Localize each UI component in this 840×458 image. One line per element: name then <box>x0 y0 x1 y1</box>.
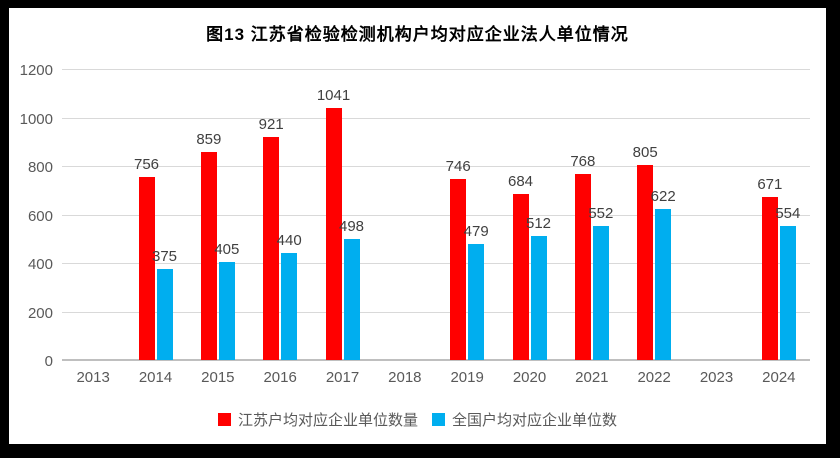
gridline <box>62 214 810 216</box>
gridline <box>62 166 810 167</box>
x-category-label: 2015 <box>201 369 235 386</box>
gridline <box>62 69 810 70</box>
y-tick-label: 1200 <box>19 62 53 79</box>
bar-national-2016 <box>281 253 298 360</box>
legend-swatch-national-icon <box>432 413 445 426</box>
gridline <box>62 311 810 313</box>
bar-jiangsu-2024 <box>761 197 778 360</box>
x-category-label: 2018 <box>388 369 422 386</box>
y-tick-label: 400 <box>27 256 53 273</box>
bar-jiangsu-2019 <box>450 179 467 360</box>
legend-item-jiangsu: 江苏户均对应企业单位数量 <box>217 409 418 430</box>
x-category-label: 2017 <box>325 369 360 386</box>
bar-national-2015 <box>218 261 235 360</box>
bar-jiangsu-2016 <box>263 136 280 360</box>
x-category-label: 2023 <box>699 369 734 386</box>
bar-jiangsu-2017 <box>325 107 342 360</box>
x-axis-line <box>62 359 810 361</box>
bar-value-label: 768 <box>570 152 596 170</box>
bar-national-2019 <box>468 243 485 360</box>
x-category-label: 2022 <box>637 369 671 386</box>
bar-jiangsu-2020 <box>512 194 529 360</box>
legend-item-national: 全国户均对应企业单位数 <box>432 409 617 430</box>
x-category-label: 2016 <box>263 369 297 386</box>
bar-national-2021 <box>592 226 609 360</box>
bar-national-2017 <box>343 239 360 360</box>
bar-value-label: 1041 <box>316 86 351 104</box>
bar-value-label: 671 <box>757 176 783 194</box>
x-category-label: 2020 <box>512 369 547 386</box>
bar-national-2020 <box>530 235 547 360</box>
bar-value-label: 622 <box>650 188 676 206</box>
gridline <box>62 117 810 119</box>
legend-label-jiangsu: 江苏户均对应企业单位数量 <box>237 412 418 429</box>
y-tick-label: 200 <box>27 304 53 322</box>
plot-area: 756 375 859 405 921 440 1041 498 746 479 684 512 768… <box>62 69 810 361</box>
bar-value-label: 479 <box>463 222 489 240</box>
x-category-label: 2013 <box>76 369 110 386</box>
bar-value-label: 512 <box>525 214 552 232</box>
bar-value-label: 859 <box>196 130 222 148</box>
y-tick-label: 0 <box>44 353 53 370</box>
bar-national-2022 <box>655 209 672 360</box>
bar-value-label: 805 <box>632 143 658 161</box>
bar-jiangsu-2014 <box>138 176 155 360</box>
bar-jiangsu-2021 <box>574 173 591 360</box>
bar-value-label: 552 <box>588 205 614 223</box>
x-category-label: 2019 <box>450 369 484 386</box>
bar-value-label: 684 <box>507 173 534 191</box>
bar-jiangsu-2022 <box>637 164 654 360</box>
bar-value-label: 756 <box>133 155 160 173</box>
bar-national-2024 <box>779 225 796 360</box>
legend: 江苏户均对应企业单位数量 全国户均对应企业单位数 <box>9 409 826 430</box>
y-tick-label: 1000 <box>19 110 53 128</box>
chart-panel: 图13 江苏省检验检测机构户均对应企业法人单位情况 756 375 859 405 92… <box>9 8 826 444</box>
bar-value-label: 440 <box>276 232 302 250</box>
bar-national-2014 <box>156 269 173 360</box>
gridline <box>62 263 810 264</box>
legend-label-national: 全国户均对应企业单位数 <box>452 412 618 429</box>
x-category-label: 2024 <box>762 369 796 386</box>
bar-jiangsu-2015 <box>200 151 217 360</box>
x-category-label: 2021 <box>575 369 609 386</box>
bar-value-label: 375 <box>151 248 178 266</box>
bar-value-label: 498 <box>338 218 365 236</box>
bar-value-label: 405 <box>214 240 240 258</box>
bar-value-label: 746 <box>445 158 471 176</box>
bar-value-label: 921 <box>258 115 284 133</box>
legend-swatch-jiangsu-icon <box>217 413 231 426</box>
bar-value-label: 554 <box>775 204 801 222</box>
chart-title: 图13 江苏省检验检测机构户均对应企业法人单位情况 <box>206 25 629 44</box>
y-tick-label: 800 <box>27 159 53 176</box>
x-category-label: 2014 <box>138 369 173 386</box>
y-tick-label: 600 <box>27 207 53 225</box>
